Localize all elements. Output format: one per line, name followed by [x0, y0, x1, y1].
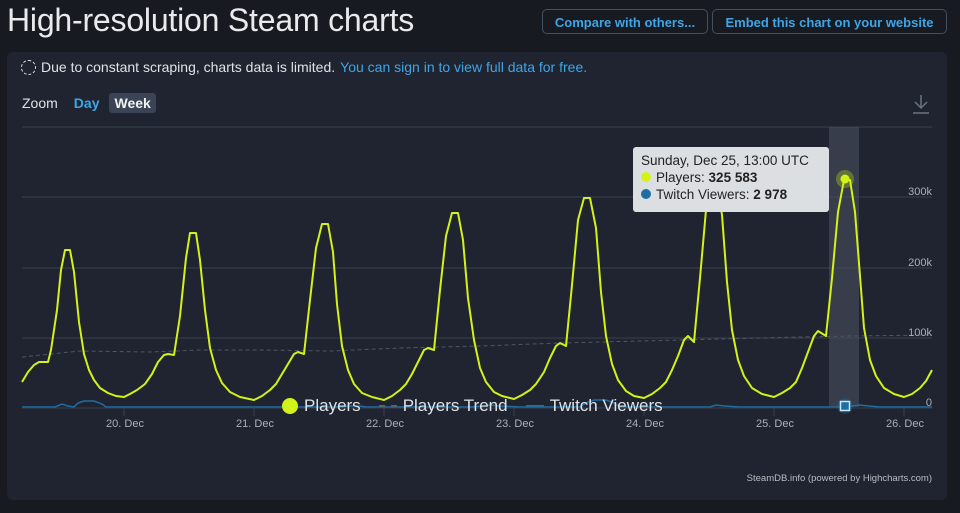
twitch-legend-line-icon — [525, 405, 544, 407]
legend-players[interactable]: Players — [282, 396, 361, 416]
x-axis-labels: 20. Dec 21. Dec 22. Dec 23. Dec 24. Dec … — [106, 418, 924, 430]
chart-legend: Players Players Trend Twitch Viewers — [282, 396, 681, 416]
x-label: 20. Dec — [106, 418, 144, 430]
scraping-notice: Due to constant scraping, charts data is… — [21, 59, 587, 75]
x-label: 25. Dec — [756, 418, 794, 430]
loading-spinner-icon — [21, 59, 36, 75]
tooltip-players-label: Players: — [656, 169, 705, 185]
x-ticks — [123, 408, 905, 416]
sign-in-link[interactable]: You can sign in to view full data for fr… — [340, 59, 588, 75]
tooltip-twitch-row: Twitch Viewers: 2 978 — [641, 186, 821, 202]
twitch-hover-point[interactable] — [839, 400, 851, 412]
legend-label: Twitch Viewers — [549, 396, 663, 415]
chart-credit[interactable]: SteamDB.info (powered by Highcharts.com) — [746, 473, 932, 484]
twitch-dot-icon — [641, 189, 651, 199]
trend-legend-dash-icon — [378, 405, 397, 407]
zoom-label: Zoom — [22, 95, 58, 111]
download-icon[interactable] — [910, 93, 932, 115]
x-label: 22. Dec — [366, 418, 404, 430]
y-label: 200k — [908, 257, 932, 269]
notice-text: Due to constant scraping, charts data is… — [41, 59, 336, 75]
x-label: 24. Dec — [626, 418, 664, 430]
zoom-week-button[interactable]: Week — [109, 93, 156, 113]
embed-chart-button[interactable]: Embed this chart on your website — [712, 9, 947, 34]
tooltip-date: Sunday, Dec 25, 13:00 UTC — [641, 153, 809, 168]
players-trend-line — [21, 334, 933, 358]
tooltip-twitch-label: Twitch Viewers: — [656, 186, 750, 202]
x-label: 21. Dec — [236, 418, 274, 430]
players-hover-point[interactable] — [840, 174, 850, 184]
y-label: 100k — [908, 327, 932, 339]
zoom-controls: Zoom Day Week — [22, 93, 161, 113]
x-label: 26. Dec — [886, 418, 924, 430]
players-line — [21, 179, 933, 401]
y-label: 0 — [926, 397, 932, 409]
legend-label: Players Trend — [402, 396, 508, 415]
legend-label: Players — [304, 396, 361, 415]
y-axis-labels: 0 100k 200k 300k — [908, 186, 932, 409]
chart-tooltip: Sunday, Dec 25, 13:00 UTC Players: 325 5… — [633, 147, 829, 212]
players-legend-dot-icon — [282, 398, 298, 414]
tooltip-players-value: 325 583 — [708, 169, 758, 185]
tooltip-twitch-value: 2 978 — [753, 186, 788, 202]
page-title: High-resolution Steam charts — [7, 2, 415, 38]
compare-button[interactable]: Compare with others... — [542, 9, 708, 34]
legend-players-trend[interactable]: Players Trend — [378, 396, 508, 416]
legend-twitch-viewers[interactable]: Twitch Viewers — [525, 396, 663, 416]
y-label: 300k — [908, 186, 932, 198]
players-dot-icon — [641, 172, 651, 182]
tooltip-players-row: Players: 325 583 — [641, 169, 821, 185]
x-label: 23. Dec — [496, 418, 534, 430]
gridlines — [22, 126, 932, 339]
twitch-viewers-line — [22, 399, 932, 408]
zoom-day-button[interactable]: Day — [73, 95, 100, 111]
